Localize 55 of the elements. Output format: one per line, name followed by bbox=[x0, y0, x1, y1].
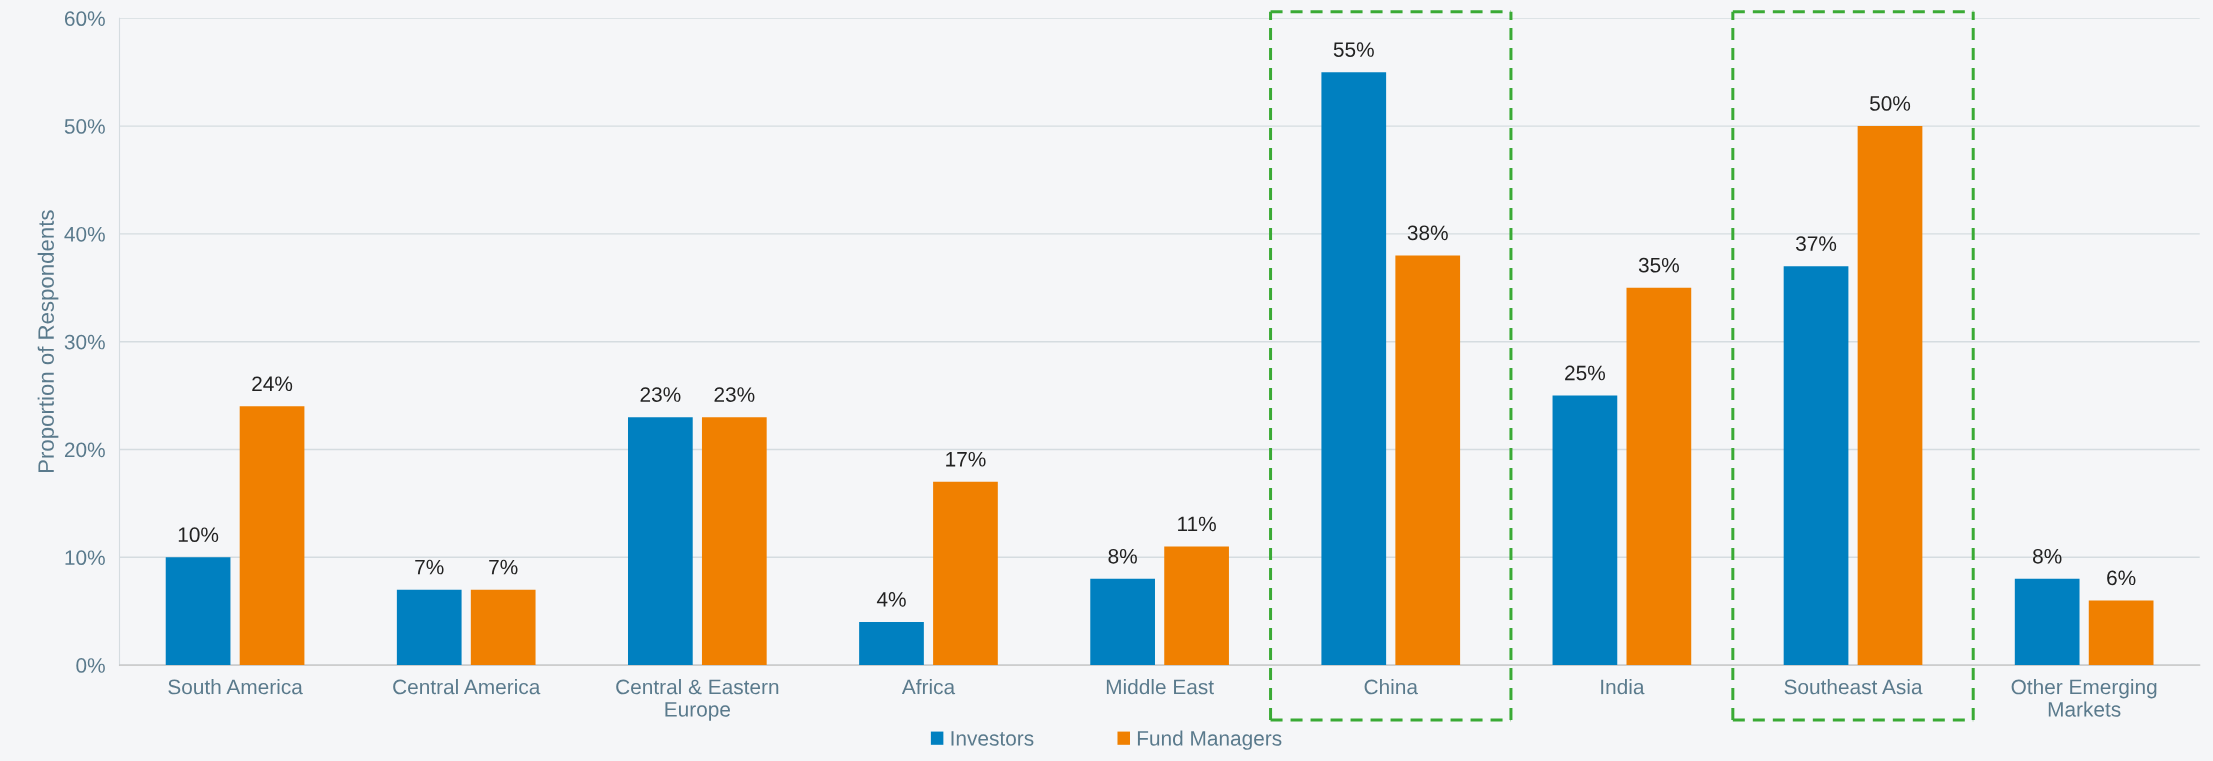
bar bbox=[1321, 72, 1387, 666]
y-tick-label: 10% bbox=[65, 550, 105, 566]
y-axis-title: Proportion of Respondents bbox=[37, 210, 59, 473]
legend-label: Fund Managers bbox=[1137, 730, 1282, 750]
bar bbox=[701, 417, 767, 666]
bar bbox=[933, 481, 998, 666]
data-label: 17% bbox=[946, 451, 986, 467]
bar bbox=[1626, 287, 1692, 666]
y-tick-label: 30% bbox=[64, 334, 105, 350]
data-label: 8% bbox=[2033, 548, 2062, 564]
x-tick-label: Middle East bbox=[1106, 679, 1214, 695]
y-tick-label: 20% bbox=[64, 442, 105, 458]
data-label: 37% bbox=[1795, 236, 1837, 251]
data-label: 35% bbox=[1638, 257, 1679, 273]
data-label: 50% bbox=[1869, 96, 1911, 111]
legend-label: Investors bbox=[951, 731, 1034, 746]
x-tick-label: South America bbox=[168, 679, 303, 695]
bar bbox=[1090, 578, 1155, 666]
x-tick-label: India bbox=[1601, 679, 1645, 695]
data-label: 6% bbox=[2107, 570, 2136, 586]
bar bbox=[859, 621, 924, 666]
bar bbox=[1783, 266, 1849, 666]
data-label: 23% bbox=[714, 387, 755, 402]
bar bbox=[470, 589, 536, 666]
bar bbox=[2088, 600, 2154, 666]
bar bbox=[239, 406, 305, 666]
bar bbox=[1395, 255, 1461, 666]
x-tick-label: Southeast Asia bbox=[1784, 679, 1923, 695]
data-label: 23% bbox=[640, 387, 681, 402]
data-label: 55% bbox=[1333, 42, 1374, 57]
x-tick-label: China bbox=[1364, 679, 1418, 695]
bar bbox=[396, 589, 462, 666]
bar bbox=[628, 417, 693, 666]
x-tick-label: Central America bbox=[393, 679, 541, 695]
data-label: 7% bbox=[489, 559, 518, 575]
data-label: 24% bbox=[252, 376, 293, 392]
bar bbox=[165, 557, 231, 666]
data-label: 11% bbox=[1178, 516, 1216, 532]
y-tick-label: 0% bbox=[76, 658, 105, 673]
x-tick-label: Other Emerging Markets bbox=[2011, 679, 2157, 717]
data-label: 8% bbox=[1108, 548, 1137, 564]
x-tick-label: Africa bbox=[901, 679, 956, 695]
data-label: 25% bbox=[1565, 365, 1606, 381]
bar bbox=[1164, 546, 1229, 666]
y-tick-label: 40% bbox=[64, 226, 105, 242]
bar bbox=[1857, 126, 1923, 666]
y-tick-label: 60% bbox=[64, 11, 105, 27]
data-label: 10% bbox=[178, 527, 219, 543]
data-label: 7% bbox=[415, 559, 444, 575]
y-tick-label: 50% bbox=[64, 119, 105, 134]
x-tick-label: Central & Eastern Europe bbox=[616, 679, 779, 721]
bar bbox=[2014, 578, 2080, 666]
data-label: 4% bbox=[876, 592, 906, 607]
bar bbox=[1552, 395, 1618, 666]
data-label: 38% bbox=[1407, 225, 1448, 241]
